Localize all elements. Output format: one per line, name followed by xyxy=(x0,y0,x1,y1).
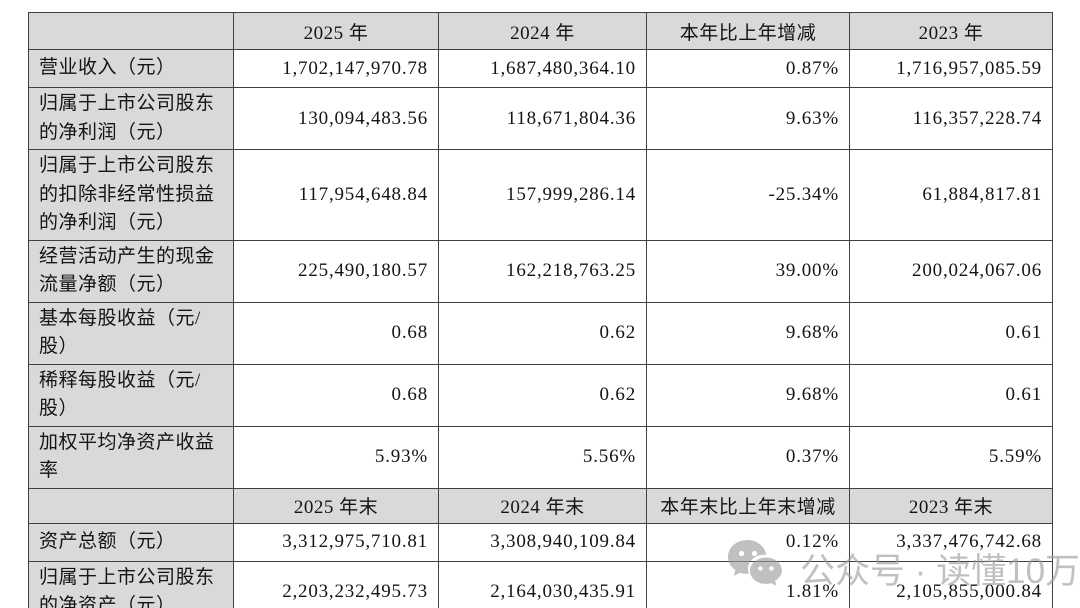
cell-2024: 2,164,030,435.91 xyxy=(438,560,647,608)
cell-2024: 157,999,286.14 xyxy=(438,149,647,241)
cell-2025: 2,203,232,495.73 xyxy=(233,560,439,608)
header-2025-end: 2025 年末 xyxy=(233,487,439,524)
cell-2023: 200,024,067.06 xyxy=(849,239,1053,303)
cell-change: 0.37% xyxy=(646,425,850,489)
cell-change: 39.00% xyxy=(646,239,850,303)
table-row-revenue: 营业收入（元） 1,702,147,970.78 1,687,480,364.1… xyxy=(28,49,1053,88)
cell-change: 0.87% xyxy=(646,49,850,88)
cell-2023: 2,105,855,000.84 xyxy=(849,560,1053,608)
cell-2025: 0.68 xyxy=(233,363,439,427)
cell-change: 9.68% xyxy=(646,301,850,365)
row-label: 营业收入（元） xyxy=(28,49,234,88)
row-label: 稀释每股收益（元/股） xyxy=(28,363,234,427)
table-row-weighted-avg-roe: 加权平均净资产收益率 5.93% 5.56% 0.37% 5.59% xyxy=(28,425,1053,489)
cell-2024: 0.62 xyxy=(438,363,647,427)
cell-2025: 130,094,483.56 xyxy=(233,87,439,150)
row-label: 经营活动产生的现金流量净额（元） xyxy=(28,239,234,303)
cell-2023: 3,337,476,742.68 xyxy=(849,522,1053,562)
cell-2025: 0.68 xyxy=(233,301,439,365)
cell-change: 9.68% xyxy=(646,363,850,427)
cell-2024: 3,308,940,109.84 xyxy=(438,522,647,562)
table-row-diluted-eps: 稀释每股收益（元/股） 0.68 0.62 9.68% 0.61 xyxy=(28,363,1053,427)
header-row-year-end: 2025 年末 2024 年末 本年末比上年末增减 2023 年末 xyxy=(28,487,1053,524)
header-yoy-change: 本年比上年增减 xyxy=(646,12,850,50)
cell-2023: 0.61 xyxy=(849,301,1053,365)
row-label: 加权平均净资产收益率 xyxy=(28,425,234,489)
header-2023-end: 2023 年末 xyxy=(849,487,1053,524)
row-label: 归属于上市公司股东的扣除非经常性损益的净利润（元） xyxy=(28,149,234,241)
header-year-end-change: 本年末比上年末增减 xyxy=(646,487,850,524)
row-label: 资产总额（元） xyxy=(28,522,234,562)
row-label: 归属于上市公司股东的净利润（元） xyxy=(28,87,234,150)
cell-2023: 116,357,228.74 xyxy=(849,87,1053,150)
cell-2025: 5.93% xyxy=(233,425,439,489)
table-row-net-profit-deducted: 归属于上市公司股东的扣除非经常性损益的净利润（元） 117,954,648.84… xyxy=(28,149,1053,241)
table-row-basic-eps: 基本每股收益（元/股） 0.68 0.62 9.68% 0.61 xyxy=(28,301,1053,365)
cell-2025: 117,954,648.84 xyxy=(233,149,439,241)
cell-2024: 0.62 xyxy=(438,301,647,365)
cell-2024: 1,687,480,364.10 xyxy=(438,49,647,88)
header-2023: 2023 年 xyxy=(849,12,1053,50)
cell-2023: 61,884,817.81 xyxy=(849,149,1053,241)
cell-change: -25.34% xyxy=(646,149,850,241)
cell-2024: 118,671,804.36 xyxy=(438,87,647,150)
row-label: 基本每股收益（元/股） xyxy=(28,301,234,365)
header-row-annual: 2025 年 2024 年 本年比上年增减 2023 年 xyxy=(28,12,1053,50)
cell-2024: 162,218,763.25 xyxy=(438,239,647,303)
header-2025: 2025 年 xyxy=(233,12,439,50)
header-blank-cell xyxy=(28,487,234,524)
table-row-net-profit: 归属于上市公司股东的净利润（元） 130,094,483.56 118,671,… xyxy=(28,87,1053,150)
cell-2023: 1,716,957,085.59 xyxy=(849,49,1053,88)
table-row-operating-cash-flow: 经营活动产生的现金流量净额（元） 225,490,180.57 162,218,… xyxy=(28,239,1053,303)
cell-2025: 1,702,147,970.78 xyxy=(233,49,439,88)
cell-change: 9.63% xyxy=(646,87,850,150)
cell-2023: 0.61 xyxy=(849,363,1053,427)
cell-2023: 5.59% xyxy=(849,425,1053,489)
header-blank-cell xyxy=(28,12,234,50)
cell-2024: 5.56% xyxy=(438,425,647,489)
table-row-net-assets: 归属于上市公司股东的净资产（元） 2,203,232,495.73 2,164,… xyxy=(28,560,1053,608)
header-2024-end: 2024 年末 xyxy=(438,487,647,524)
row-label: 归属于上市公司股东的净资产（元） xyxy=(28,560,234,608)
cell-change: 1.81% xyxy=(646,560,850,608)
financial-summary-table: 2025 年 2024 年 本年比上年增减 2023 年 营业收入（元） 1,7… xyxy=(28,12,1053,608)
cell-change: 0.12% xyxy=(646,522,850,562)
table-row-total-assets: 资产总额（元） 3,312,975,710.81 3,308,940,109.8… xyxy=(28,522,1053,562)
cell-2025: 3,312,975,710.81 xyxy=(233,522,439,562)
header-2024: 2024 年 xyxy=(438,12,647,50)
cell-2025: 225,490,180.57 xyxy=(233,239,439,303)
